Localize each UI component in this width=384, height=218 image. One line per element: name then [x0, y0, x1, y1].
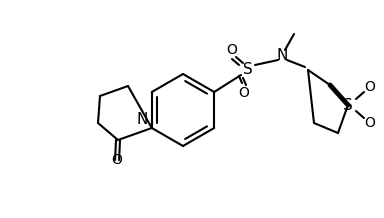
Text: S: S: [343, 97, 353, 112]
Text: N: N: [136, 112, 147, 128]
Text: O: O: [238, 86, 250, 100]
Text: S: S: [243, 63, 253, 78]
Text: O: O: [364, 80, 376, 94]
Text: O: O: [364, 116, 376, 130]
Text: O: O: [227, 43, 237, 57]
Text: N: N: [276, 48, 288, 63]
Text: O: O: [112, 153, 122, 167]
